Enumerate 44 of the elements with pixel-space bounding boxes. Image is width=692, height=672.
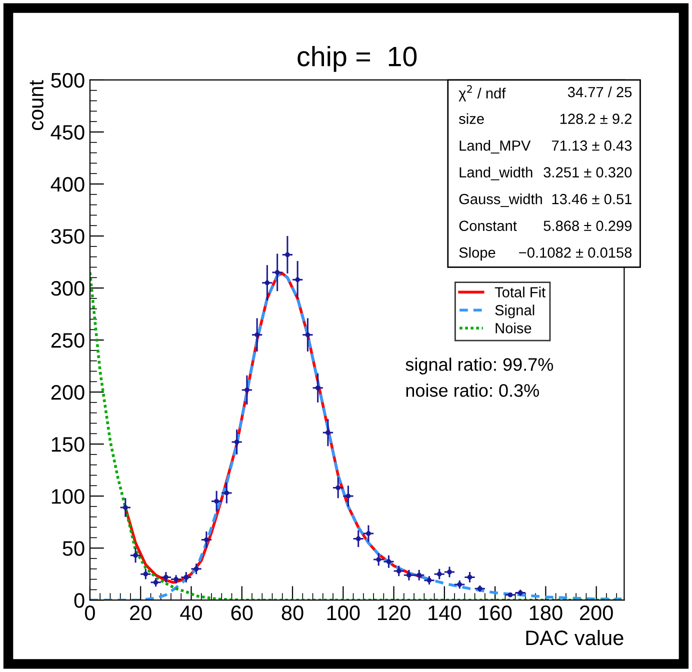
y-tick-label: 350 [51, 229, 84, 244]
x-tick-label: 160 [479, 606, 512, 620]
annotation: noise ratio: 0.3% [406, 384, 539, 397]
chart-title: chip = 10 [298, 46, 417, 72]
x-tick-label: 40 [180, 606, 202, 620]
x-tick-label: 80 [282, 606, 304, 620]
x-axis-title: DAC value [526, 630, 624, 646]
legend-label: Noise [496, 322, 532, 334]
y-tick-label: 300 [51, 281, 84, 296]
y-tick-label: 100 [52, 489, 84, 504]
y-tick-label: 500 [51, 72, 84, 88]
y-tick-label: 450 [50, 124, 84, 140]
annotation: 128.2 ± 9.2 [560, 114, 632, 124]
y-axis-title: count [30, 80, 44, 130]
annotation: 13.46 ± 0.51 [552, 194, 632, 204]
y-tick-label: 400 [50, 176, 84, 192]
x-tick-label: 120 [378, 606, 410, 620]
annotation: signal ratio: 99.7% [406, 358, 554, 374]
legend-label: Signal [495, 304, 534, 318]
annotation: size [458, 113, 484, 124]
legend-label: Total Fit [494, 286, 546, 298]
annotation: Slope [459, 247, 496, 261]
annotation: χ$^{2}$ / ndf [458, 85, 506, 102]
annotation: Gauss_width [459, 194, 542, 208]
annotation: 3.251 ± 0.320 [544, 167, 632, 178]
y-tick-label: 200 [51, 385, 84, 400]
annotation: 5.868 ± 0.299 [544, 220, 632, 232]
y-tick-label: 150 [52, 437, 84, 452]
annotation: Land_MPV [460, 140, 531, 154]
x-tick-label: 20 [130, 606, 152, 620]
x-tick-label: 0 [84, 606, 95, 620]
y-tick-label: 250 [51, 333, 84, 348]
x-tick-label: 60 [231, 606, 253, 620]
x-tick-label: 100 [327, 606, 360, 620]
x-tick-label: 180 [530, 606, 562, 620]
annotation: Land_width [460, 166, 532, 180]
x-tick-label: 140 [428, 606, 461, 620]
annotation: −0.1082 ± 0.0158 [519, 247, 632, 258]
annotation: 71.13 ± 0.43 [552, 140, 632, 151]
annotation: 34.77 / 25 [568, 86, 632, 98]
y-tick-label: 50 [62, 541, 84, 556]
y-tick-label: 0 [74, 593, 84, 608]
x-tick-label: 200 [580, 606, 613, 620]
annotation: Constant [459, 220, 517, 232]
